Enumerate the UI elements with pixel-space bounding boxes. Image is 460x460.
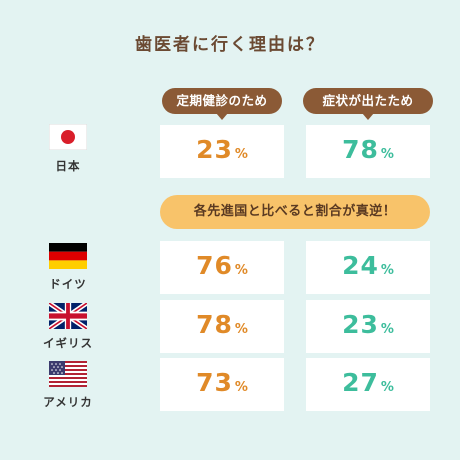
highlight-banner: 各先進国と比べると割合が真逆！	[160, 195, 430, 229]
column-header-checkup-label: 定期健診のため	[176, 93, 268, 108]
value-card-usa-checkup: 73%	[160, 358, 284, 411]
value-number: 78	[196, 310, 233, 339]
germany-flag-icon	[49, 243, 87, 269]
value-card-germany-symptom: 24%	[306, 241, 430, 294]
value-number: 24	[342, 251, 379, 280]
percent-sign: %	[234, 263, 248, 278]
column-header-checkup: 定期健診のため	[162, 88, 282, 120]
value-number: 23	[196, 135, 233, 164]
country-name-japan: 日本	[55, 159, 81, 173]
percent-sign: %	[380, 380, 394, 395]
percent-sign: %	[380, 322, 394, 337]
percent-sign: %	[234, 322, 248, 337]
value-card-usa-symptom: 27%	[306, 358, 430, 411]
value-number: 27	[342, 368, 379, 397]
value-card-germany-checkup: 76%	[160, 241, 284, 294]
uk-flag-icon	[49, 303, 87, 329]
chart-title: 歯医者に行く理由は？	[135, 35, 325, 55]
percent-sign: %	[380, 147, 394, 162]
value-number: 73	[196, 368, 233, 397]
country-name-germany: ドイツ	[49, 277, 87, 291]
country-name-usa: アメリカ	[43, 395, 93, 409]
pill-tail	[216, 113, 228, 120]
percent-sign: %	[234, 147, 248, 162]
column-header-symptom-label: 症状が出たため	[322, 93, 414, 108]
value-number: 76	[196, 251, 233, 280]
value-number: 23	[342, 310, 379, 339]
value-card-japan-symptom: 78%	[306, 125, 430, 178]
value-card-uk-checkup: 78%	[160, 300, 284, 353]
japan-flag-icon	[49, 124, 87, 150]
value-number: 78	[342, 135, 379, 164]
value-card-uk-symptom: 23%	[306, 300, 430, 353]
usa-flag-icon	[49, 361, 87, 387]
pill-tail	[362, 113, 374, 120]
percent-sign: %	[234, 380, 248, 395]
percent-sign: %	[380, 263, 394, 278]
column-header-symptom: 症状が出たため	[303, 88, 433, 120]
value-card-japan-checkup: 23%	[160, 125, 284, 178]
country-name-uk: イギリス	[43, 336, 93, 350]
